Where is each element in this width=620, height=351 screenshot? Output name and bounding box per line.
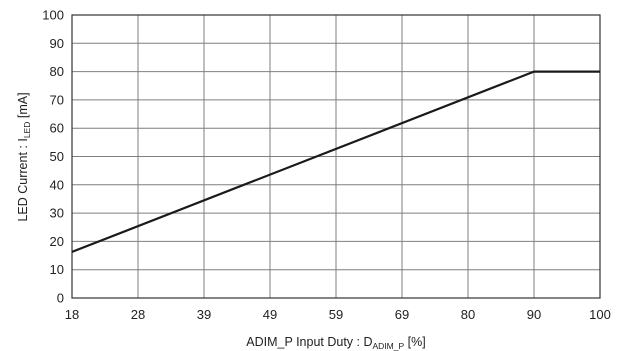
y-tick-label: 30 (50, 206, 64, 221)
x-tick-label: 49 (263, 307, 277, 322)
y-tick-label: 80 (50, 64, 64, 79)
plot-area-border (71, 14, 601, 299)
x-tick-labels: 18 28 39 49 59 69 80 90 100 (65, 307, 611, 322)
x-axis-label: ADIM_P Input Duty : DADIM_P [%] (246, 335, 425, 351)
y-tick-labels: 0 10 20 30 40 50 60 70 80 90 100 (42, 8, 64, 306)
x-tick-label: 59 (329, 307, 343, 322)
y-axis-label-sub: LED (22, 122, 32, 139)
x-axis-label-suffix: [%] (404, 335, 426, 349)
plot-frame (71, 14, 601, 299)
y-tick-label: 70 (50, 92, 64, 107)
y-tick-label: 0 (57, 291, 64, 306)
y-axis-label-suffix: [mA] (16, 92, 30, 121)
y-tick-label: 20 (50, 234, 64, 249)
x-tick-label: 28 (131, 307, 145, 322)
y-tick-label: 40 (50, 177, 64, 192)
y-axis-label-main: LED Current : I (16, 138, 30, 221)
y-tick-label: 90 (50, 36, 64, 51)
series-line (71, 70, 600, 253)
series-group (71, 70, 600, 253)
x-tick-label: 90 (527, 307, 541, 322)
x-tick-label: 39 (197, 307, 211, 322)
x-tick-label: 100 (589, 307, 611, 322)
y-tick-label: 60 (50, 121, 64, 136)
y-axis-label: LED Current : ILED [mA] (16, 92, 32, 221)
grid (71, 14, 601, 299)
y-tick-label: 10 (50, 262, 64, 277)
x-tick-label: 80 (461, 307, 475, 322)
x-tick-label: 18 (65, 307, 79, 322)
x-axis-label-sub: ADIM_P (373, 341, 405, 351)
x-axis-label-main: ADIM_P Input Duty : D (246, 335, 372, 349)
y-tick-label: 100 (42, 8, 64, 23)
x-tick-label: 69 (395, 307, 409, 322)
y-tick-label: 50 (50, 149, 64, 164)
